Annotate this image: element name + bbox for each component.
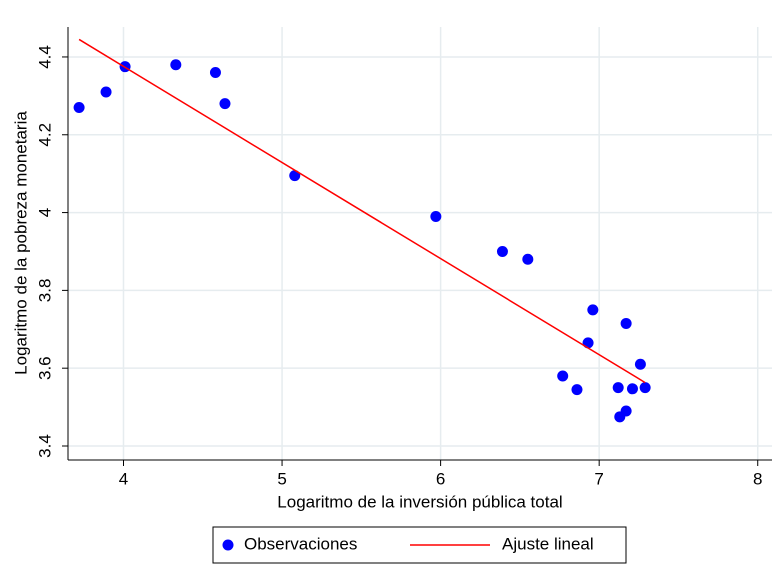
legend-label: Observaciones: [244, 534, 357, 553]
x-axis-title: Logaritmo de la inversión pública total: [277, 492, 562, 511]
point: [522, 253, 534, 265]
y-tick-label: 4: [35, 208, 54, 217]
point: [209, 67, 221, 79]
legend-marker: [222, 539, 234, 551]
y-tick-label: 3.4: [35, 434, 54, 458]
point: [170, 59, 182, 71]
point: [73, 102, 85, 114]
point: [582, 337, 594, 349]
point: [557, 370, 569, 382]
x-tick-label: 6: [436, 469, 445, 488]
y-tick-label: 3.8: [35, 279, 54, 303]
point: [219, 98, 231, 110]
y-tick-label: 3.6: [35, 356, 54, 380]
point: [430, 210, 442, 222]
point: [634, 358, 646, 370]
point: [614, 411, 626, 423]
x-tick-label: 8: [753, 469, 762, 488]
point: [626, 383, 638, 395]
y-axis-title: Logaritmo de la pobreza monetaria: [11, 111, 30, 375]
point: [289, 170, 301, 182]
point: [612, 382, 624, 394]
y-tick-label: 4.4: [35, 45, 54, 69]
point: [496, 245, 508, 257]
legend-label: Ajuste lineal: [502, 534, 594, 553]
point: [620, 317, 632, 329]
x-tick-label: 4: [119, 469, 128, 488]
x-tick-label: 5: [277, 469, 286, 488]
point: [571, 384, 583, 396]
point: [639, 382, 651, 394]
x-tick-label: 7: [594, 469, 603, 488]
y-tick-label: 4.2: [35, 123, 54, 147]
point: [100, 86, 112, 98]
point: [587, 304, 599, 316]
fit-line: [78, 38, 646, 384]
